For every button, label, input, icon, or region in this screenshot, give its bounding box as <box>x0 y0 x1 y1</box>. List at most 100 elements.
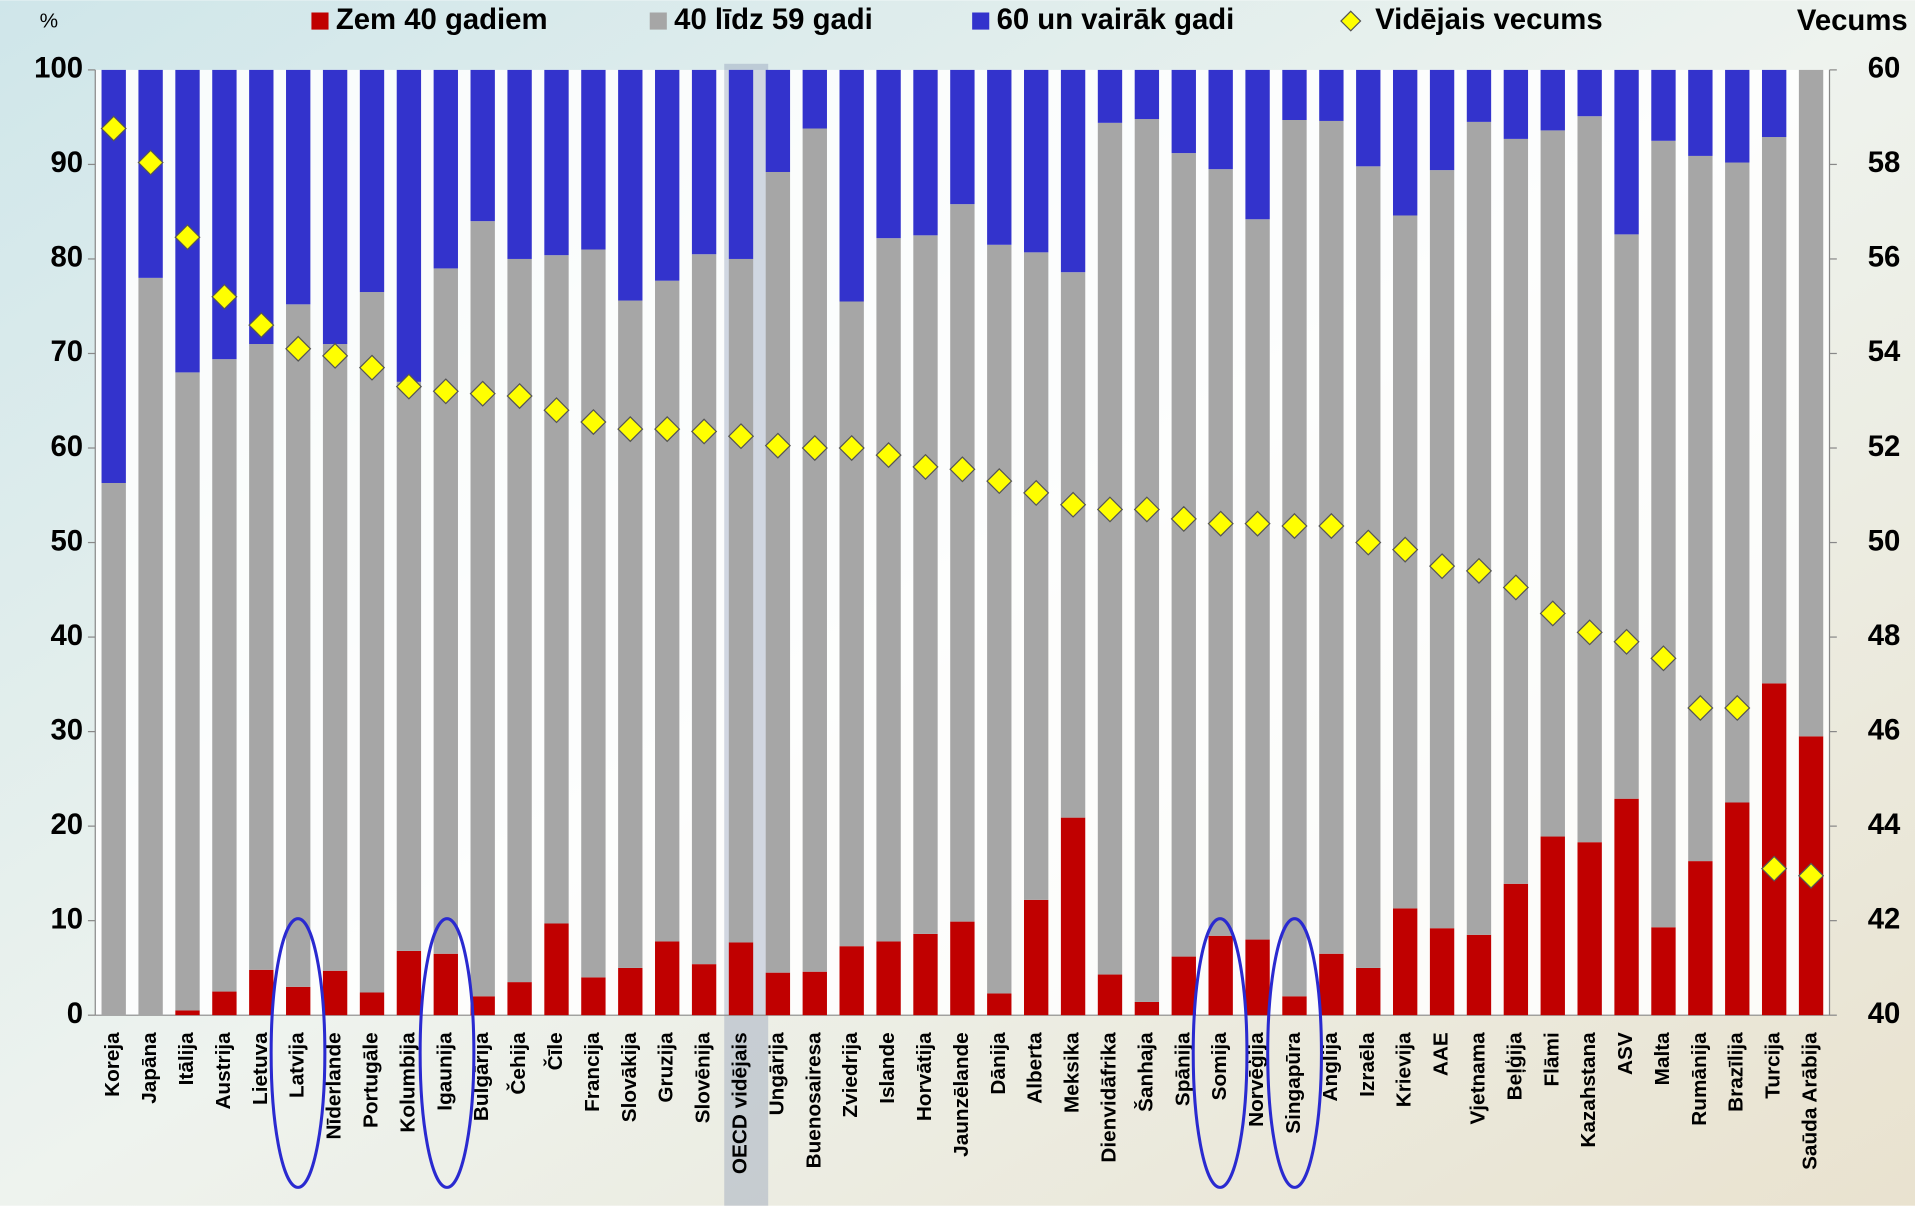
age-marker <box>1392 536 1419 563</box>
bar-segment <box>913 933 938 1016</box>
highlight-ellipse <box>269 917 327 1189</box>
age-marker <box>1539 600 1566 627</box>
bar-segment <box>507 69 532 259</box>
bar-segment <box>1282 996 1307 1016</box>
x-tick-label: Francija <box>581 1032 604 1112</box>
age-marker <box>137 149 164 176</box>
y2-tick-label: 50 <box>1868 524 1901 557</box>
bar-segment <box>1171 153 1196 957</box>
age-marker <box>764 432 791 459</box>
bar-segment <box>1024 69 1049 253</box>
bar-segment <box>1356 967 1381 1016</box>
bar-segment <box>1024 252 1049 900</box>
y2-tick-label: 40 <box>1868 997 1901 1030</box>
x-tick-label: Brazīlija <box>1725 1032 1748 1112</box>
x-tick-label: Slovēnija <box>692 1032 715 1124</box>
x-tick-label: Buenosairesa <box>802 1032 825 1169</box>
x-tick-label: Nīderlande <box>323 1032 346 1139</box>
bar-segment <box>728 942 754 1016</box>
x-tick-label: Vjetnama <box>1466 1032 1489 1125</box>
x-tick-label: Jaunzēlande <box>950 1032 973 1157</box>
x-tick-label: Krievija <box>1393 1032 1416 1107</box>
bar-segment <box>1245 69 1270 220</box>
x-tick-label: Islande <box>876 1032 899 1104</box>
y2-tick-label: 46 <box>1868 713 1901 746</box>
bar-segment <box>1503 883 1529 1016</box>
bar-segment <box>1134 119 1160 1002</box>
legend-label: Vidējais vecums <box>1375 3 1602 36</box>
bar-segment <box>655 280 680 942</box>
age-marker <box>543 397 570 424</box>
bar-segment <box>802 971 827 1016</box>
bar-segment <box>359 992 385 1016</box>
bar-segment <box>507 258 532 983</box>
highlight-ellipse <box>1266 917 1323 1189</box>
age-marker <box>1244 510 1271 537</box>
bar-segment <box>1356 166 1381 968</box>
bar-segment <box>433 69 458 269</box>
x-tick-label: Kazahstana <box>1577 1032 1600 1148</box>
bar-segment <box>987 993 1012 1016</box>
bar-segment <box>1577 116 1602 843</box>
bar-segment <box>913 235 938 934</box>
bar-segment <box>1466 121 1492 935</box>
x-tick-label: Norvēģija <box>1245 1032 1268 1127</box>
bar-segment <box>1429 69 1455 171</box>
bar-segment <box>1466 69 1492 122</box>
x-tick-label: Koreja <box>101 1032 124 1097</box>
x-tick-label: Meksika <box>1061 1032 1084 1113</box>
age-marker <box>1428 553 1456 580</box>
bar-segment <box>212 991 237 1016</box>
bar-segment <box>1060 817 1086 1016</box>
bar-segment <box>987 244 1012 994</box>
age-marker <box>1096 496 1124 523</box>
x-tick-label: Malta <box>1651 1032 1674 1086</box>
legend-label: 60 un vairāk gadi <box>997 3 1235 36</box>
bar-segment <box>322 344 348 971</box>
y2-tick-label: 42 <box>1868 902 1901 935</box>
bar-segment <box>691 69 717 255</box>
age-marker <box>986 468 1013 495</box>
age-marker <box>469 380 496 407</box>
bar-segment <box>618 300 643 968</box>
x-tick-label: Japāna <box>138 1032 161 1104</box>
bar-segment <box>581 977 606 1016</box>
bar-segment <box>1688 155 1713 862</box>
bar-segment <box>470 69 495 222</box>
y2-tick-label: 48 <box>1868 619 1901 652</box>
bar-segment <box>1392 69 1418 216</box>
x-tick-label: Rumānija <box>1688 1032 1711 1126</box>
bar-segment <box>249 969 274 1016</box>
bar-segment <box>913 69 938 236</box>
y-tick-label: 20 <box>50 808 83 841</box>
age-marker <box>285 335 312 362</box>
bar-segment <box>655 941 680 1016</box>
bar-segment <box>470 996 495 1016</box>
x-tick-label: AAE <box>1430 1032 1453 1076</box>
x-tick-label: Horvātija <box>913 1032 936 1121</box>
y2-tick-label: 52 <box>1868 430 1901 463</box>
bar-segment <box>175 372 200 1011</box>
bar-segment <box>987 69 1012 245</box>
bar-segment <box>1503 69 1529 139</box>
bar-segment <box>655 69 680 281</box>
bar-segment <box>544 69 569 256</box>
bar-segment <box>1134 1001 1160 1016</box>
bar-segment <box>1540 69 1565 131</box>
y2-tick-label: 56 <box>1868 241 1901 274</box>
y-tick-label: 90 <box>50 146 83 179</box>
bar-segment <box>1060 69 1086 273</box>
legend-label: 40 līdz 59 gadi <box>674 3 873 36</box>
bar-segment <box>1171 956 1196 1016</box>
age-marker <box>1761 855 1788 882</box>
age-marker <box>727 423 755 450</box>
x-tick-label: Flāmi <box>1540 1032 1563 1086</box>
bar-segment <box>101 482 126 1016</box>
bar-segment <box>1614 798 1639 1016</box>
age-marker <box>1576 619 1603 646</box>
age-marker <box>322 342 349 369</box>
y-tick-label: 80 <box>50 241 83 274</box>
bar-segment <box>396 69 422 382</box>
x-tick-label: Bulgārija <box>470 1032 493 1121</box>
bar-segment <box>618 967 643 1016</box>
